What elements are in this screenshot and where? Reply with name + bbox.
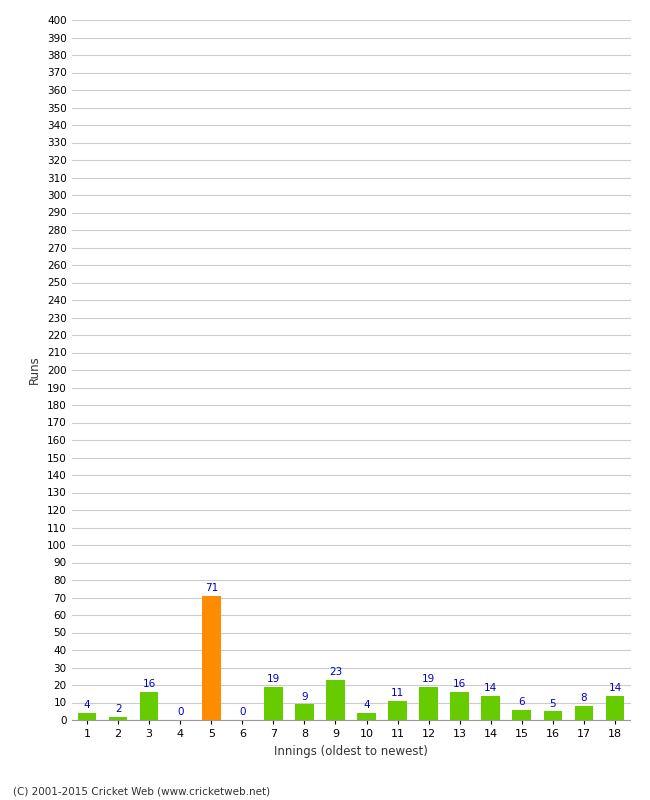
Text: 4: 4	[363, 700, 370, 710]
Text: 71: 71	[205, 583, 218, 593]
Bar	[482, 695, 500, 720]
Bar	[358, 713, 376, 720]
Bar	[543, 711, 562, 720]
Text: 19: 19	[422, 674, 436, 684]
Text: 5: 5	[549, 698, 556, 709]
Bar	[202, 596, 220, 720]
Bar	[140, 692, 159, 720]
Text: 9: 9	[301, 692, 307, 702]
Bar	[450, 692, 469, 720]
X-axis label: Innings (oldest to newest): Innings (oldest to newest)	[274, 745, 428, 758]
Text: (C) 2001-2015 Cricket Web (www.cricketweb.net): (C) 2001-2015 Cricket Web (www.cricketwe…	[13, 786, 270, 796]
Bar	[295, 704, 314, 720]
Text: 16: 16	[453, 679, 466, 690]
Text: 0: 0	[177, 707, 183, 718]
Text: 14: 14	[608, 683, 621, 693]
Text: 2: 2	[115, 704, 122, 714]
Bar	[575, 706, 593, 720]
Text: 0: 0	[239, 707, 246, 718]
Text: 4: 4	[84, 700, 90, 710]
Bar	[78, 713, 96, 720]
Text: 14: 14	[484, 683, 497, 693]
Bar	[419, 686, 438, 720]
Bar	[326, 680, 344, 720]
Text: 11: 11	[391, 688, 404, 698]
Bar	[512, 710, 531, 720]
Bar	[388, 701, 407, 720]
Bar	[264, 686, 283, 720]
Bar	[109, 717, 127, 720]
Y-axis label: Runs: Runs	[29, 356, 42, 384]
Text: 16: 16	[142, 679, 156, 690]
Text: 6: 6	[519, 697, 525, 707]
Text: 19: 19	[266, 674, 280, 684]
Text: 8: 8	[580, 694, 587, 703]
Bar	[606, 695, 624, 720]
Text: 23: 23	[329, 667, 342, 677]
